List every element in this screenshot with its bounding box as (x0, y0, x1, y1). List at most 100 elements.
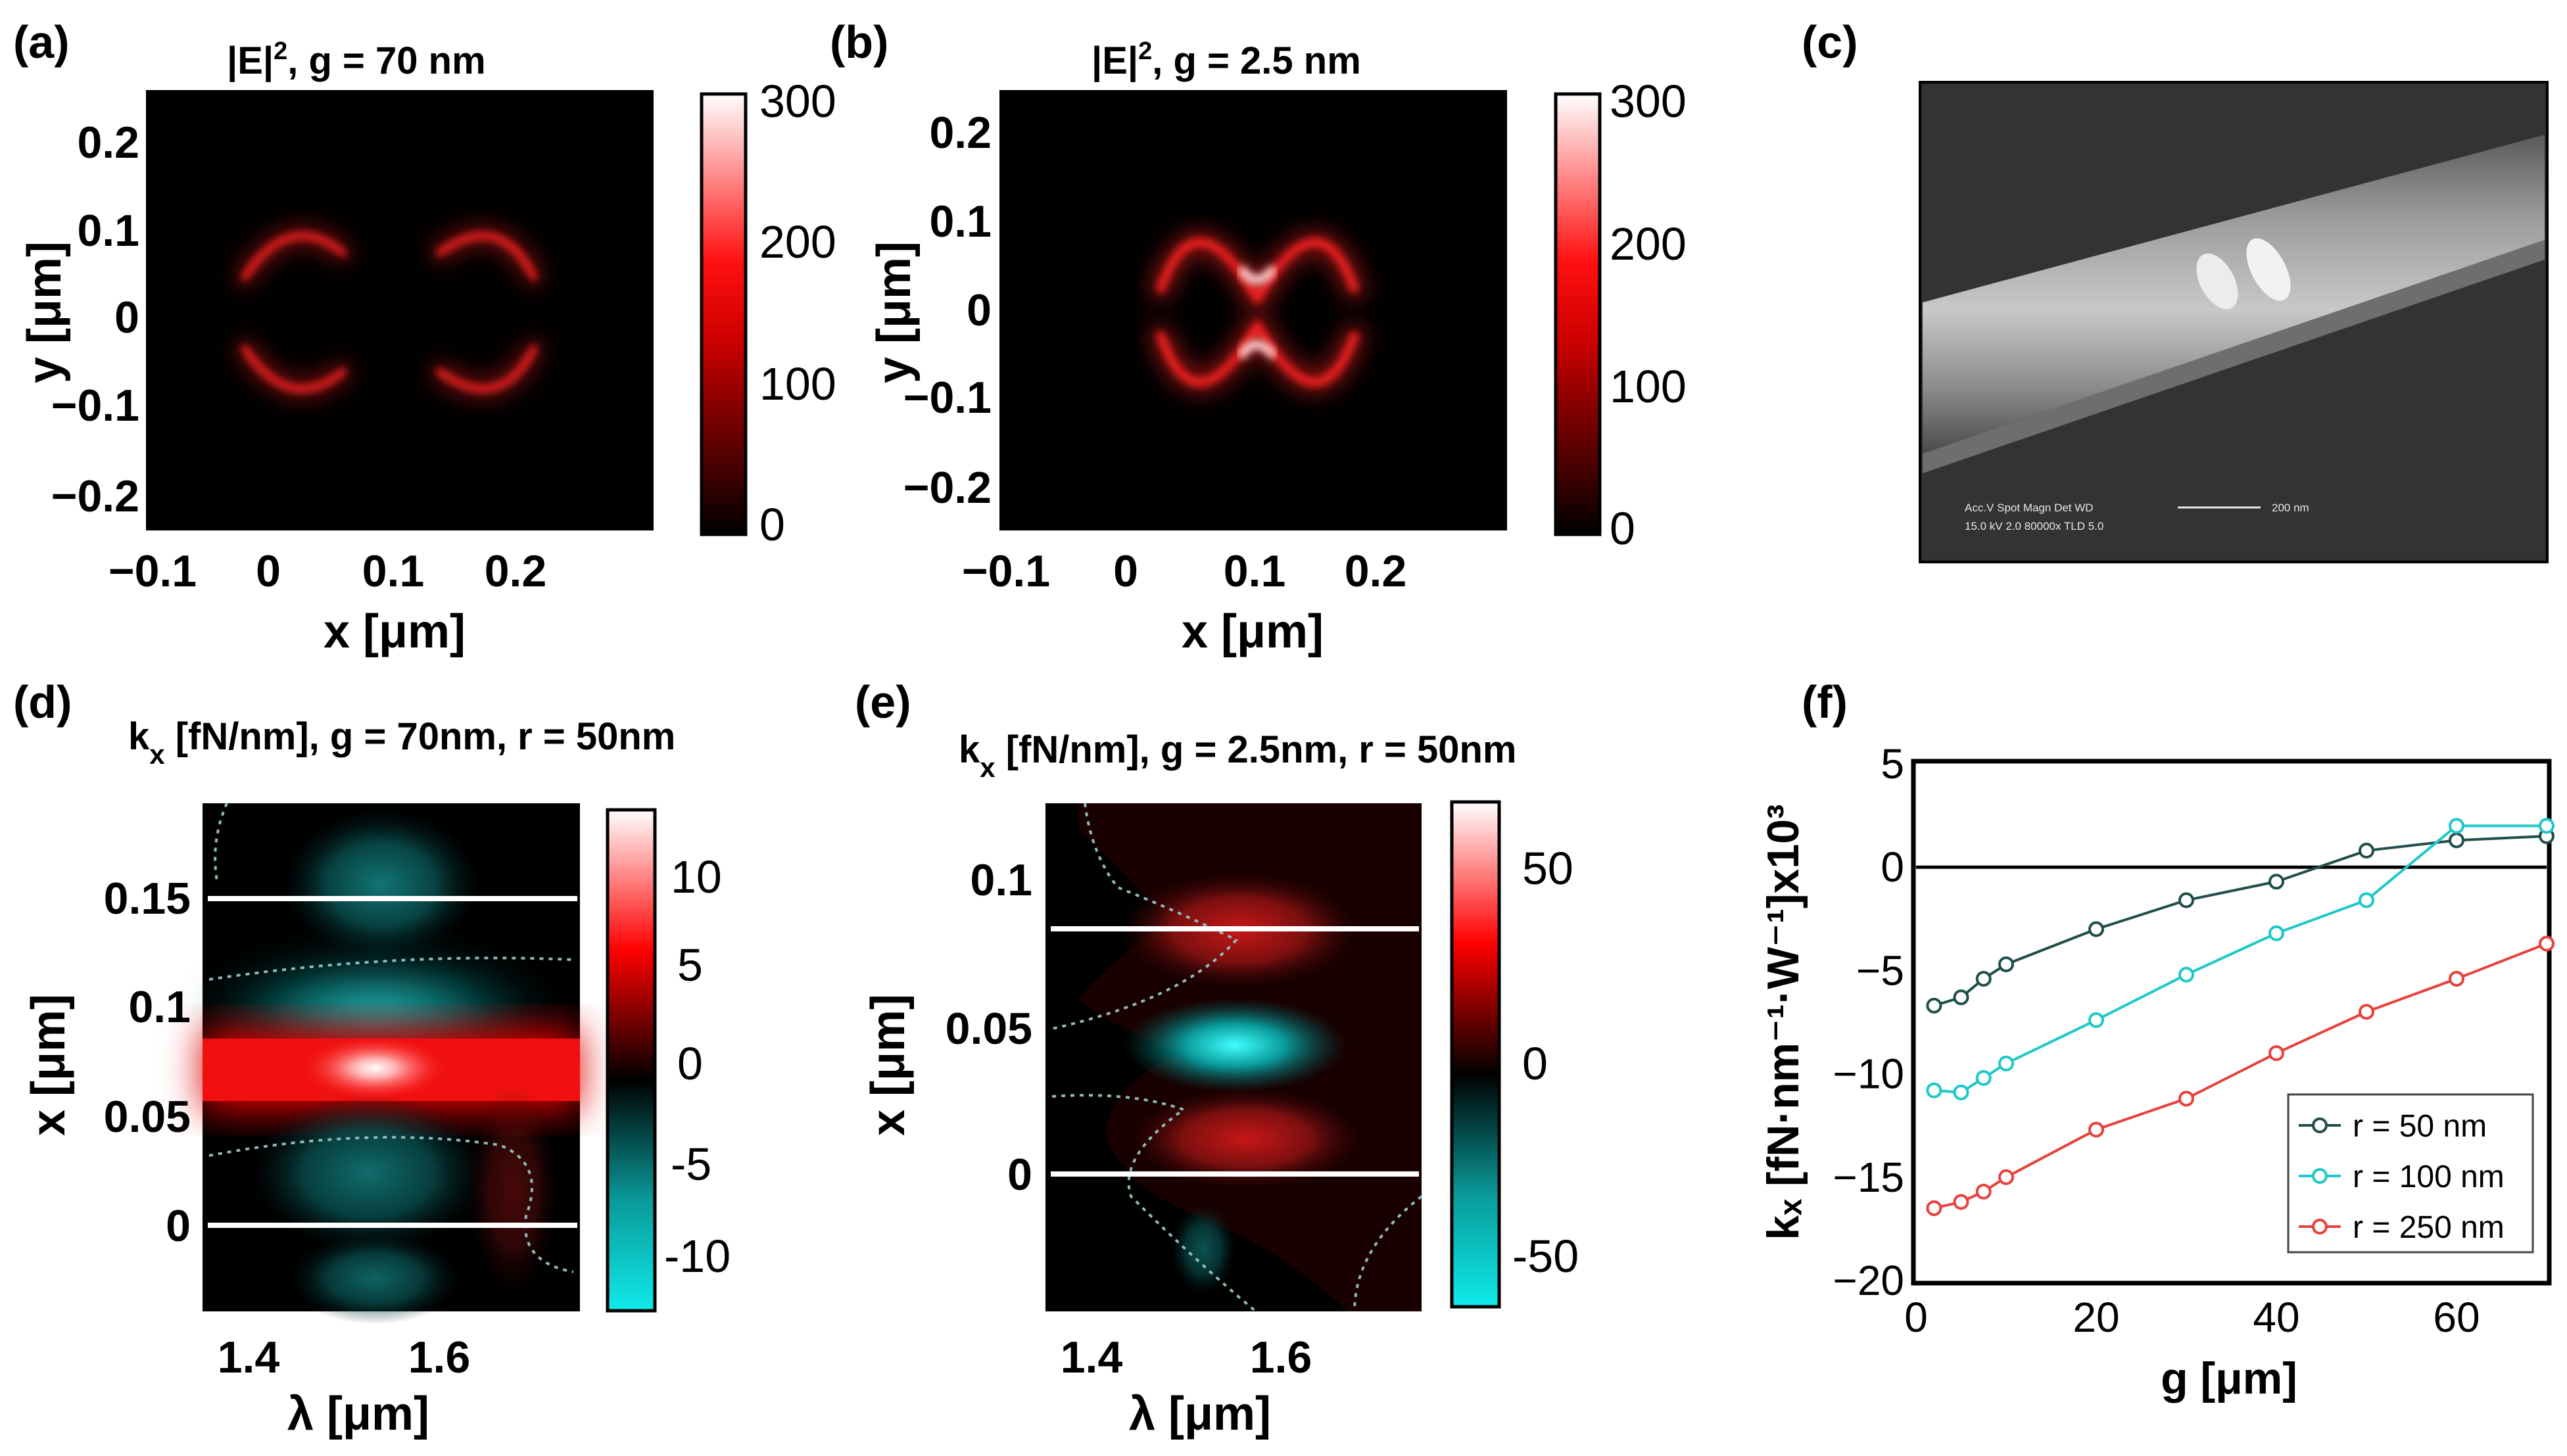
tick-label: 0.2 (929, 108, 992, 158)
tick-label: 300 (759, 76, 836, 127)
data-point (1975, 970, 1992, 987)
tick-label: 1.4 (218, 1332, 280, 1382)
panel-e-colorbar-ticks: 50 0 -50 (1512, 843, 1579, 1282)
data-point (1926, 1200, 1942, 1216)
panel-a-y-ticks: 0.2 0.1 0 −0.1 −0.2 (51, 118, 139, 521)
panel-a-field-lobes (237, 227, 542, 397)
panel-d-title: kx [fN/nm], g = 70nm, r = 50nm (128, 715, 675, 770)
panel-b-y-label: y [μm] (868, 241, 921, 383)
legend-marker (2312, 1117, 2328, 1133)
tick-label: -50 (1512, 1231, 1579, 1282)
data-point (2449, 970, 2464, 987)
legend-marker (2312, 1168, 2328, 1184)
panel-b-field-lobes (1151, 232, 1364, 392)
data-point (1998, 1169, 2014, 1185)
panel-label-b: (b) (830, 16, 888, 68)
tick-label: 5 (677, 939, 703, 991)
panel-f-y-ticks: 5 0 −5 −10 −15 −20 (1833, 740, 1904, 1304)
tick-label: 0 (1007, 1150, 1032, 1200)
tick-label: 0.2 (77, 118, 139, 168)
tick-label: 0.2 (1345, 546, 1407, 596)
legend-marker (2312, 1219, 2328, 1234)
panel-d-x-label: λ [μm] (287, 1388, 429, 1440)
legend-label: r = 250 nm (2353, 1210, 2505, 1245)
panel-d-colorbar (606, 808, 657, 1313)
panel-d-x-ticks: 1.4 1.6 (218, 1332, 471, 1382)
tick-label: 0.1 (929, 197, 992, 247)
panel-a-y-label: y [μm] (18, 241, 71, 383)
tick-label: 0.2 (485, 546, 547, 596)
panel-b-title: |E|2, g = 2.5 nm (1092, 37, 1361, 82)
panel-b-colorbar-ticks: 300 200 100 0 (1610, 76, 1687, 554)
series-line (1933, 942, 2547, 1209)
data-point (2359, 892, 2374, 908)
tick-label: 100 (1610, 361, 1687, 412)
tick-label: 0.1 (128, 982, 191, 1032)
panel-e-y-ticks: 0.1 0.05 0 (946, 855, 1032, 1200)
data-point (2449, 832, 2464, 849)
tick-label: 0 (677, 1038, 703, 1089)
tick-label: 0 (759, 499, 785, 550)
panel-f-x-ticks: 0 20 40 60 (1904, 1294, 2480, 1341)
data-point (1998, 956, 2014, 972)
tick-label: -10 (664, 1231, 731, 1282)
tick-label: −20 (1833, 1257, 1904, 1304)
series-line (1934, 824, 2547, 1094)
panel-a-x-label: x [μm] (324, 605, 466, 658)
data-point (1975, 1183, 1992, 1200)
panel-a-colorbar (700, 92, 748, 536)
tick-label: 0.15 (104, 874, 191, 924)
tick-label: 1.6 (1250, 1332, 1312, 1382)
panel-a-title: |E|2, g = 70 nm (227, 37, 486, 82)
legend: r = 50 nm r = 100 nm r = 250 nm (2287, 1093, 2534, 1254)
data-point (1953, 1084, 1969, 1100)
tick-label: 0 (1881, 843, 1904, 891)
panel-e: (e) kx [fN/nm], g = 2.5nm, r = 50nm 0.1 … (855, 676, 1579, 1440)
panel-d-y-ticks: 0.15 0.1 0.05 0 (104, 874, 191, 1251)
tick-label: -5 (671, 1139, 711, 1190)
panel-f-series (1926, 818, 2555, 1216)
tick-label: 0 (166, 1201, 191, 1251)
panel-b-heatmap (999, 90, 1507, 530)
panel-label-a: (a) (13, 16, 70, 68)
data-point (1926, 1082, 1942, 1098)
data-point (2539, 935, 2555, 952)
legend-label: r = 50 nm (2353, 1109, 2487, 1144)
data-point (2088, 921, 2104, 937)
tick-label: 0.1 (970, 855, 1032, 905)
panel-label-c: (c) (1802, 16, 1858, 68)
tick-label: 1.4 (1061, 1332, 1123, 1382)
panel-b-x-label: x [μm] (1182, 605, 1324, 658)
panel-f-y-label: kₓ [fN·nm⁻¹·W⁻¹]x10³ (1758, 804, 1808, 1240)
panel-b-x-ticks: −0.1 0 0.1 0.2 (962, 546, 1406, 596)
data-point (2359, 843, 2374, 859)
tick-label: 1.6 (408, 1332, 471, 1382)
tick-label: −0.1 (51, 381, 139, 431)
data-point (2178, 892, 2194, 908)
tick-label: 0 (1113, 546, 1138, 596)
data-point (2178, 1091, 2194, 1107)
tick-label: 0.1 (1224, 546, 1286, 596)
panel-e-y-label: x [μm] (862, 994, 915, 1136)
panel-label-e: (e) (855, 676, 911, 728)
legend-label: r = 100 nm (2353, 1160, 2505, 1194)
tick-label: −10 (1833, 1050, 1904, 1098)
tick-label: −0.2 (51, 471, 139, 521)
tick-label: 10 (671, 851, 722, 903)
tick-label: 0.05 (104, 1092, 191, 1142)
data-point (2268, 1045, 2284, 1062)
tick-label: 0 (114, 293, 139, 342)
panel-e-title: kx [fN/nm], g = 2.5nm, r = 50nm (959, 728, 1516, 783)
panel-a-heatmap (146, 90, 654, 530)
data-point (2359, 1004, 2374, 1020)
panel-d-colorbar-ticks: 10 5 0 -5 -10 (664, 851, 731, 1282)
data-point (1998, 1055, 2014, 1071)
tick-label: 0 (967, 285, 992, 335)
data-point (1953, 1194, 1969, 1210)
tick-label: −5 (1856, 947, 1904, 994)
panel-a-colorbar-ticks: 300 200 100 0 (759, 76, 836, 550)
panel-f: (f) 5 0 −5 −10 −15 −20 0 20 40 60 r = 50 nm r = 1… (1758, 676, 2555, 1403)
tick-label: 0 (1522, 1038, 1548, 1089)
sem-info-line-1: Acc.V Spot Magn Det WD (1965, 502, 2094, 514)
